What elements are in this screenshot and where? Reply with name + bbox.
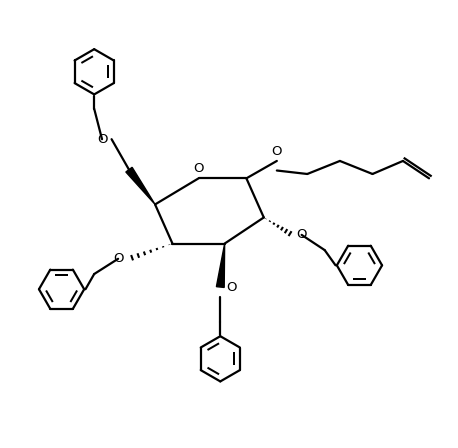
Text: O: O — [97, 133, 107, 146]
Text: O: O — [296, 228, 307, 241]
Text: O: O — [272, 145, 282, 158]
Polygon shape — [217, 244, 225, 288]
Text: O: O — [113, 252, 123, 265]
Polygon shape — [126, 167, 155, 204]
Text: O: O — [193, 162, 204, 175]
Text: O: O — [226, 280, 236, 293]
